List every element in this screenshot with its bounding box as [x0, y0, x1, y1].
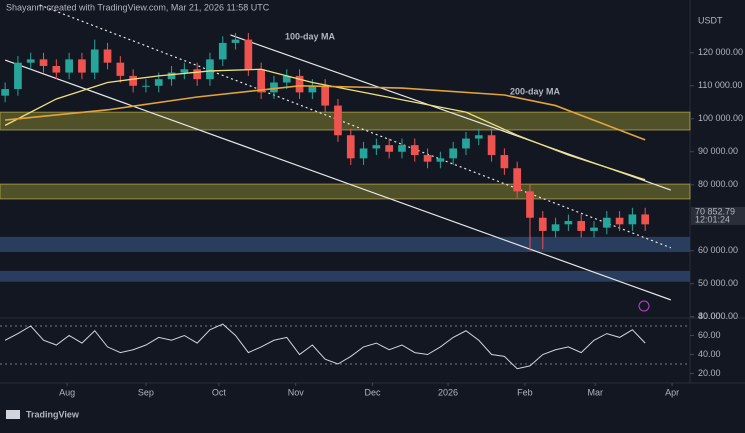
zone — [0, 183, 691, 200]
x-tick-label: Sep — [138, 387, 154, 397]
x-tick-label: Feb — [517, 387, 533, 397]
price-label-text: 70 852.79 — [695, 206, 735, 216]
candle-body — [385, 145, 394, 152]
price-label — [691, 206, 745, 225]
candle-body — [487, 135, 496, 156]
x-tick-label: Dec — [365, 387, 382, 397]
logo: TradingView — [6, 409, 80, 419]
candle-body — [398, 145, 406, 152]
x-tick-label: 2026 — [438, 387, 458, 397]
candle-body — [590, 227, 598, 231]
x-tick-label: Mar — [588, 387, 604, 397]
candle-body — [513, 168, 522, 192]
candle-body — [321, 85, 329, 106]
candle-body — [26, 59, 35, 63]
candle-body — [218, 42, 227, 60]
candle-body — [334, 105, 342, 136]
candle-body — [39, 59, 48, 66]
candle-body — [449, 148, 458, 159]
candle-body — [154, 79, 163, 86]
candle-body — [282, 75, 291, 83]
candle-body — [193, 69, 201, 80]
rsi-line — [4, 323, 646, 370]
candle-body — [65, 59, 73, 73]
candle-body — [359, 148, 368, 159]
moving-average — [5, 84, 646, 141]
candle-body — [103, 49, 112, 63]
y-tick-label: 90 000.00 — [698, 146, 738, 156]
y-tick-label: 80.00 — [698, 311, 721, 321]
candle-body — [500, 155, 509, 169]
candle-body — [167, 72, 176, 80]
candle-body — [142, 85, 150, 87]
candle-body — [78, 59, 86, 73]
candle-body — [372, 145, 381, 149]
logo-mark — [6, 410, 20, 419]
y-tick-label: 40.00 — [698, 349, 721, 359]
currency: USDT — [698, 15, 723, 25]
candle-body — [423, 155, 432, 162]
price-countdown: 12:01:24 — [695, 214, 730, 224]
candle-body — [1, 89, 9, 96]
candle-body — [602, 217, 611, 228]
candle-body — [52, 65, 61, 73]
candle-body — [180, 69, 189, 73]
candle-body — [577, 221, 586, 231]
y-tick-label: 60 000.00 — [698, 245, 738, 255]
candle-body — [641, 214, 650, 225]
candle-body — [14, 62, 22, 90]
y-tick-label: 80 000.00 — [698, 179, 738, 189]
y-tick-label: 60.00 — [698, 330, 721, 340]
candle-body — [90, 49, 99, 73]
candle-body — [129, 75, 137, 86]
ma-label: 200-day MA — [510, 86, 561, 96]
candle-body — [257, 69, 265, 93]
y-tick-label: 50 000.00 — [698, 278, 738, 288]
x-tick-label: Nov — [288, 387, 305, 397]
zone — [0, 270, 690, 282]
candle-body — [295, 75, 304, 93]
candle-body — [615, 217, 624, 225]
candle-body — [538, 217, 547, 231]
brand: TradingView — [26, 409, 80, 419]
x-tick-label: Oct — [212, 387, 227, 397]
candle-body — [410, 145, 419, 156]
candle-body — [244, 39, 253, 70]
trendline — [4, 59, 672, 301]
x-tick-label: Apr — [665, 387, 679, 397]
y-tick-label: 40 000.00 — [698, 311, 738, 321]
zone — [0, 236, 690, 253]
candle-body — [346, 135, 355, 159]
caption: Shayanm created with TradingView.com, Ma… — [6, 2, 270, 12]
x-tick-label: Aug — [59, 387, 75, 397]
candle-body — [551, 224, 560, 231]
y-tick-label: 100 000.00 — [698, 113, 743, 123]
candle-body — [564, 221, 573, 225]
y-tick-label: 20.00 — [698, 368, 721, 378]
zone — [0, 111, 691, 131]
candle-body — [436, 158, 445, 162]
candle-body — [231, 39, 240, 43]
candle-body — [462, 138, 470, 149]
candle-body — [116, 62, 125, 76]
candle-body — [270, 82, 278, 93]
event-icon — [638, 300, 650, 312]
candle-body — [526, 191, 534, 218]
candle-body — [628, 214, 637, 225]
candle-body — [308, 85, 317, 93]
y-tick-label: 120 000.00 — [698, 47, 743, 57]
candle-body — [474, 135, 483, 139]
y-tick-label: 110 000.00 — [698, 80, 742, 90]
candle-body — [206, 59, 214, 80]
ma-label: 100-day MA — [285, 31, 336, 41]
